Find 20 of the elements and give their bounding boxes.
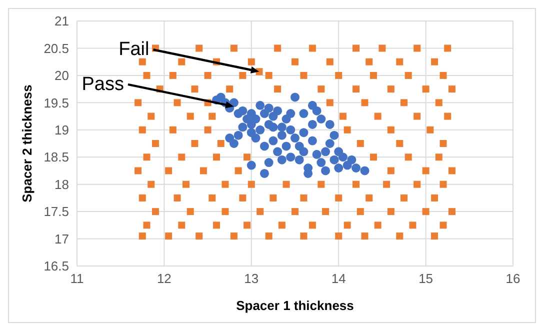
- y-tick-label: 21: [54, 14, 69, 29]
- y-tick-label: 17.5: [44, 204, 69, 220]
- y-tick-label: 20.5: [44, 40, 69, 56]
- annotation: Fail: [118, 39, 150, 60]
- annotation: Pass: [82, 74, 124, 95]
- y-tick-label: 17: [54, 231, 69, 246]
- x-tick-label: 15: [418, 271, 434, 286]
- y-tick-label: 18: [54, 176, 69, 192]
- y-tick-label: 19.5: [44, 95, 69, 110]
- x-tick-label: 11: [70, 271, 84, 286]
- x-tick-label: 16: [506, 271, 520, 286]
- y-axis-title: Spacer 2 thickness: [20, 84, 35, 202]
- x-tick-label: 12: [156, 271, 172, 286]
- y-tick-label: 20: [54, 68, 69, 84]
- x-tick-label: 13: [244, 271, 259, 286]
- x-tick-label: 14: [331, 271, 346, 286]
- y-tick-label: 19: [54, 122, 69, 138]
- y-tick-label: 16.5: [44, 258, 69, 274]
- x-axis-title: Spacer 1 thickness: [236, 298, 354, 313]
- y-tick-label: 18.5: [44, 150, 69, 165]
